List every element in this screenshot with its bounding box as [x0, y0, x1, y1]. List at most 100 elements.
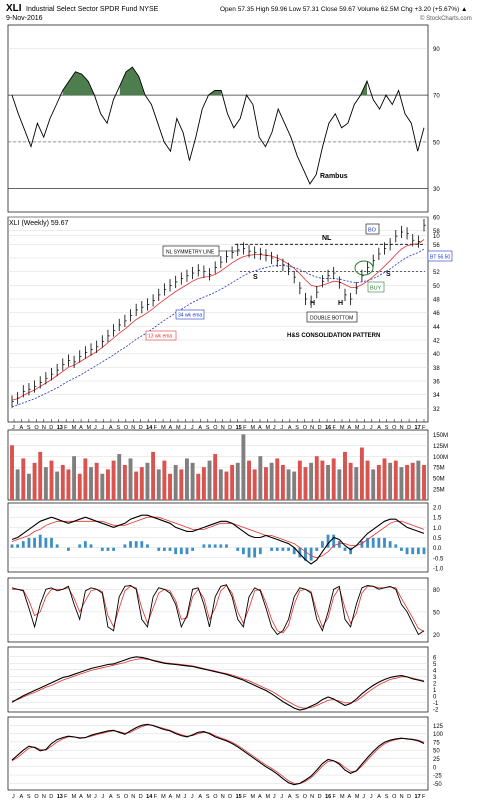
- x-tick-label-bottom: M: [340, 794, 345, 800]
- x-tick-label-bottom: M: [265, 794, 270, 800]
- volume-bar: [326, 465, 331, 500]
- annotation-box: [367, 281, 385, 293]
- rsi-overbought-fill: [62, 71, 95, 96]
- x-tick-label: J: [273, 425, 276, 431]
- panel-frame-stochastic: [7, 577, 429, 643]
- volume-bar: [190, 462, 195, 500]
- y-tick-label: 1: [433, 688, 437, 694]
- macd-histogram-bar: [55, 544, 59, 548]
- macd-histogram-bar: [162, 547, 166, 551]
- volume-bar: [43, 467, 48, 500]
- volume-bar: [376, 465, 381, 500]
- volume-bar: [280, 465, 285, 500]
- volume-bar: [422, 465, 426, 500]
- macd-histogram-bar: [213, 544, 217, 548]
- volume-bar: [94, 462, 99, 500]
- volume-bar: [26, 473, 31, 500]
- volume-bar: [168, 473, 172, 500]
- x-tick-label: O: [213, 425, 218, 431]
- macd-histogram-bar: [366, 537, 369, 548]
- x-tick-label: N: [400, 425, 404, 431]
- y-tick-label: 48: [433, 298, 440, 304]
- x-tick-label: M: [72, 425, 77, 431]
- x-tick-label: N: [131, 425, 135, 431]
- macd-histogram-bar: [422, 547, 426, 555]
- macd-histogram-bar: [349, 547, 353, 555]
- x-tick-label-bottom: A: [377, 794, 381, 800]
- x-tick-label-bottom: S: [385, 794, 389, 800]
- x-tick-label: A: [169, 425, 173, 431]
- macd-histogram-bar: [241, 547, 245, 555]
- macd-histogram-bar: [168, 547, 172, 551]
- rsi-line: [11, 66, 425, 185]
- x-tick-label: A: [377, 425, 381, 431]
- macd-histogram-bar: [83, 541, 87, 548]
- x-tick-label-bottom: S: [295, 794, 299, 800]
- x-tick-label-bottom: J: [183, 794, 186, 800]
- macd-histogram-bar: [416, 547, 420, 555]
- macd-histogram-bar: [275, 547, 279, 551]
- macd-line: [11, 514, 425, 565]
- macd-histogram-bar: [191, 547, 195, 551]
- x-tick-label: M: [176, 425, 181, 431]
- volume-bar: [230, 465, 235, 500]
- x-tick-label: F: [64, 425, 68, 431]
- x-tick-label: O: [34, 425, 39, 431]
- x-tick-label-bottom: A: [169, 794, 173, 800]
- macd-histogram-bar: [129, 541, 132, 548]
- macd-histogram-bar: [225, 544, 228, 548]
- y-tick-label: 5: [433, 662, 437, 668]
- annotation-box: [175, 309, 205, 320]
- macd-histogram-bar: [258, 547, 262, 555]
- header-name: Industrial Select Sector SPDR Fund NYSE: [26, 6, 159, 13]
- volume-bar: [405, 465, 410, 500]
- volume-bar: [105, 469, 110, 500]
- y-tick-label: 125M: [433, 444, 448, 450]
- x-tick-label: M: [340, 425, 345, 431]
- macd-histogram-bar: [236, 547, 240, 551]
- macd-histogram-bar: [321, 541, 324, 548]
- macd-histogram-bar: [304, 547, 307, 561]
- x-tick-label: A: [198, 425, 202, 431]
- y-tick-label: 2: [433, 681, 437, 687]
- volume-bar: [359, 447, 364, 500]
- macd-histogram-bar: [309, 547, 313, 561]
- volume-bar: [343, 451, 347, 500]
- x-tick-label: O: [124, 425, 129, 431]
- x-tick-label-bottom: F: [333, 794, 337, 800]
- x-tick-label-bottom: J: [370, 794, 373, 800]
- panel-frame-osc2: [7, 716, 429, 791]
- volume-bar: [252, 469, 257, 500]
- osc2-line: [11, 723, 425, 786]
- x-tick-label: D: [228, 425, 232, 431]
- x-tick-label-bottom: A: [19, 794, 23, 800]
- volume-bar: [145, 462, 150, 500]
- volume-bar: [151, 451, 156, 500]
- y-tick-label: 4: [433, 668, 437, 674]
- macd-histogram-bar: [89, 544, 93, 548]
- macd-histogram-bar: [33, 537, 36, 548]
- macd-histogram-bar: [219, 544, 223, 548]
- y-tick-label: 2.0: [433, 506, 442, 512]
- x-tick-label-bottom: 16: [325, 794, 331, 800]
- x-tick-label-bottom: M: [87, 794, 92, 800]
- macd-histogram-bar: [292, 547, 296, 555]
- x-tick-label-bottom: M: [176, 794, 181, 800]
- macd-histogram-bar: [78, 544, 82, 548]
- x-tick-label-bottom: D: [49, 794, 53, 800]
- volume-bar: [303, 467, 308, 500]
- x-tick-label-bottom: O: [303, 794, 308, 800]
- x-tick-label: A: [258, 425, 262, 431]
- volume-bar: [337, 469, 342, 500]
- x-tick-label: J: [362, 425, 365, 431]
- x-tick-label: M: [87, 425, 92, 431]
- x-tick-label-bottom: D: [318, 794, 322, 800]
- volume-bar: [388, 462, 393, 500]
- x-tick-label: 16: [325, 425, 331, 431]
- macd-histogram-bar: [337, 541, 341, 548]
- y-tick-label: -50: [433, 782, 442, 788]
- volume-bar: [213, 454, 218, 500]
- x-tick-label-bottom: A: [347, 794, 351, 800]
- y-tick-label: 100: [433, 732, 444, 738]
- x-tick-label-bottom: O: [124, 794, 129, 800]
